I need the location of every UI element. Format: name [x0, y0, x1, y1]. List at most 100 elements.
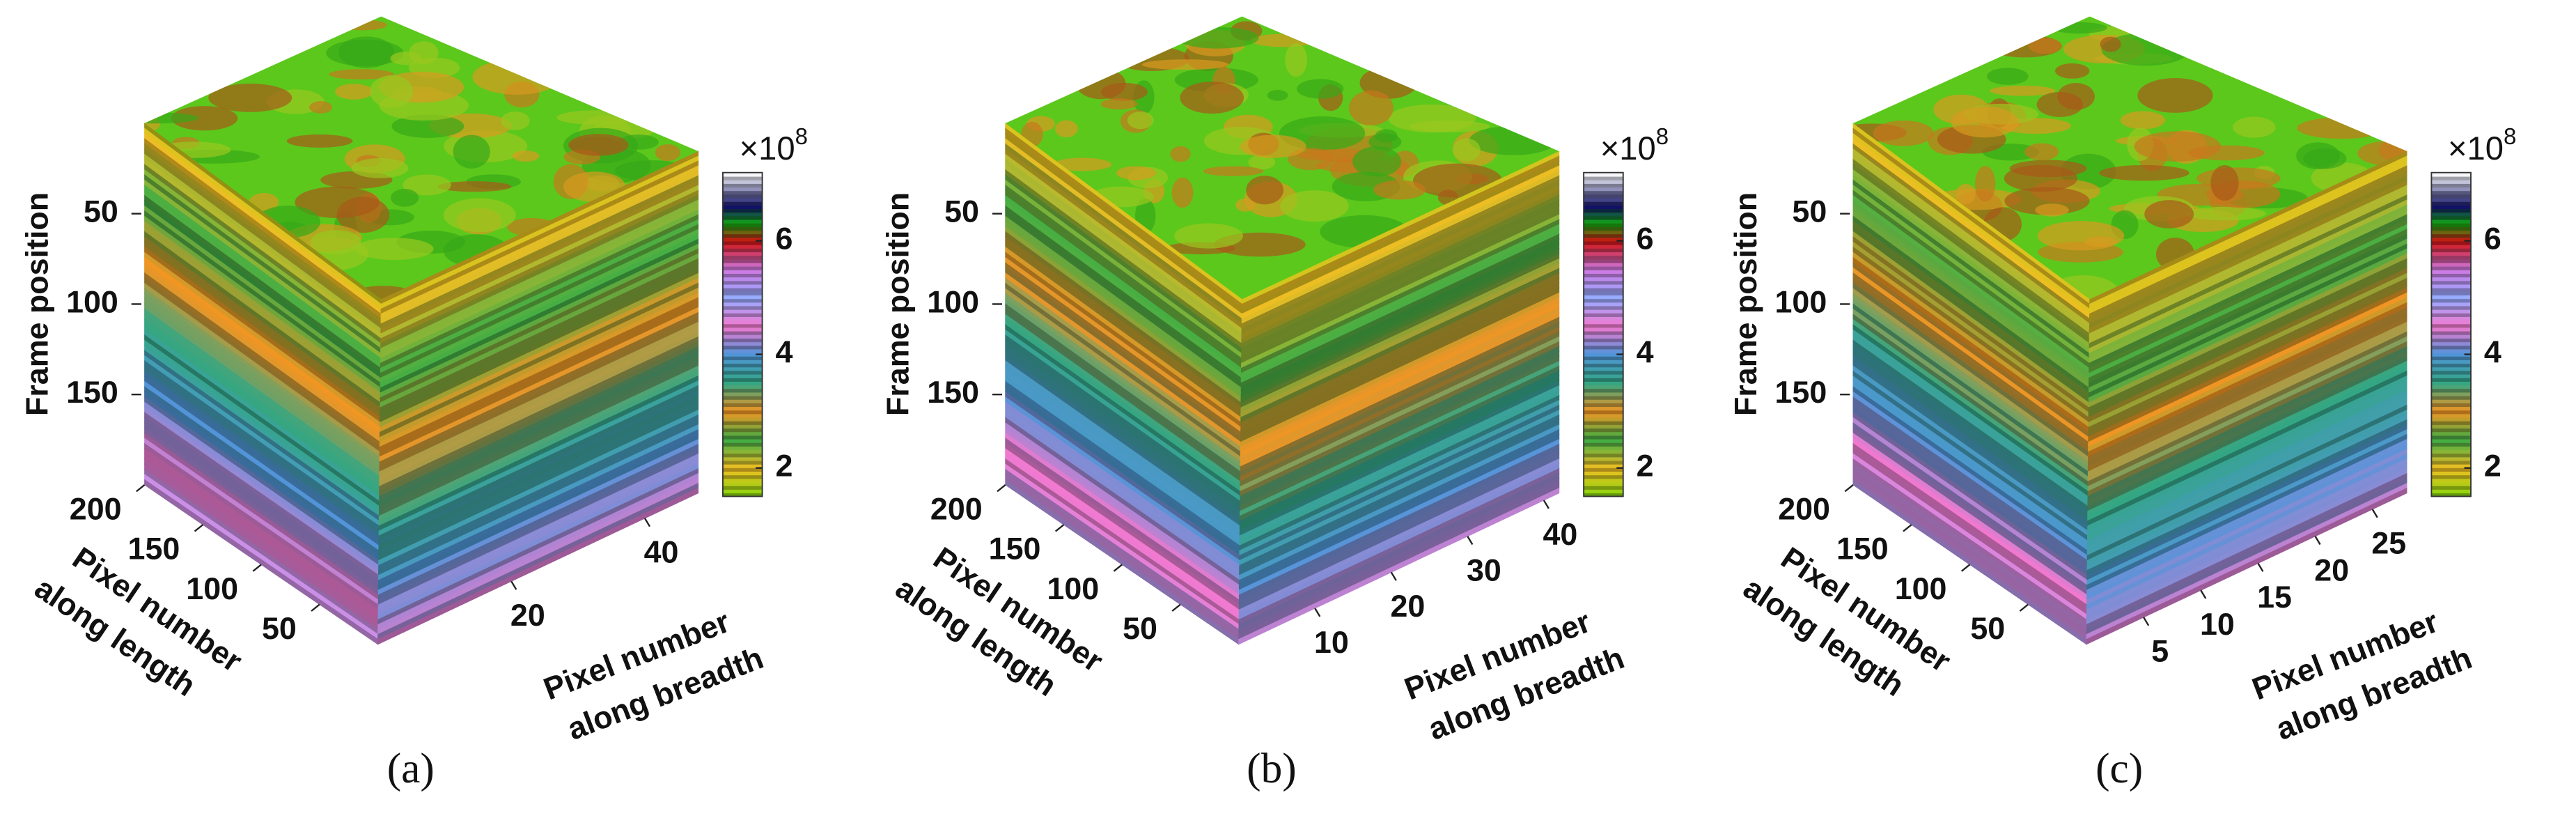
- y-tick: [2200, 589, 2207, 599]
- colorbar-band: [1584, 341, 1623, 346]
- colorbar-band: [722, 378, 763, 382]
- colorbar-band: [2431, 385, 2472, 389]
- colorbar-band: [1584, 298, 1623, 303]
- y-tick: [1543, 500, 1549, 509]
- top-blob: [171, 106, 238, 131]
- colorbar-exponent: ×108: [2448, 123, 2516, 167]
- colorbar-band: [722, 262, 763, 267]
- colorbar-band: [2431, 435, 2472, 440]
- colorbar-band: [1584, 431, 1623, 436]
- y-tick: [1390, 571, 1397, 581]
- colorbar-band: [2431, 481, 2472, 486]
- y-tick: [2143, 617, 2150, 626]
- colorbar-band: [722, 348, 763, 353]
- colorbar-tick-label: 6: [1637, 221, 1654, 256]
- top-blob: [2296, 142, 2341, 169]
- x-tick-label: 50: [1123, 611, 1157, 646]
- y-tick-label: 10: [1314, 625, 1349, 660]
- top-blob: [1203, 166, 1264, 176]
- colorbar-band: [722, 273, 763, 278]
- colorbar-band: [722, 421, 763, 425]
- colorbar-band: [722, 287, 763, 292]
- top-face: [1853, 16, 2407, 300]
- top-blob: [2297, 117, 2387, 139]
- y-tick: [2371, 509, 2378, 518]
- colorbar-band: [1584, 284, 1623, 288]
- top-blob: [2099, 164, 2189, 181]
- top-blob: [501, 111, 530, 130]
- colorbar-band: [2431, 313, 2472, 317]
- colorbar-band: [2431, 474, 2472, 479]
- colorbar-band: [722, 194, 763, 199]
- colorbar-band: [1584, 215, 1623, 220]
- colorbar-band: [2431, 215, 2472, 220]
- colorbar-band: [2431, 330, 2472, 335]
- colorbar-band: [2431, 388, 2472, 393]
- top-blob: [390, 52, 421, 65]
- colorbar-band: [722, 252, 763, 256]
- colorbar-band: [1584, 305, 1623, 310]
- colorbar-band: [722, 489, 763, 493]
- colorbar-band: [722, 410, 763, 415]
- top-blob: [2009, 160, 2087, 178]
- colorbar-band: [2431, 413, 2472, 418]
- top-blob: [1452, 138, 1481, 162]
- x-tick-label: 150: [989, 532, 1041, 566]
- colorbar-band: [2431, 463, 2472, 468]
- y-tick: [1467, 536, 1474, 546]
- top-blob: [351, 158, 409, 178]
- colorbar-band: [722, 360, 763, 364]
- colorbar-band: [2431, 201, 2472, 206]
- colorbar-band: [1584, 489, 1623, 493]
- x-tick: [194, 524, 204, 532]
- colorbar-band: [2431, 273, 2472, 278]
- top-blob: [2054, 63, 2090, 79]
- colorbar-band: [2431, 373, 2472, 378]
- colorbar-band: [1584, 373, 1623, 378]
- top-blob: [338, 36, 395, 68]
- colorbar-band: [2431, 219, 2472, 224]
- top-blob: [2144, 200, 2194, 229]
- colorbar-band: [1584, 406, 1623, 411]
- colorbar-band: [722, 208, 763, 213]
- top-blob: [354, 238, 434, 261]
- colorbar-band: [2431, 395, 2472, 400]
- colorbar-band: [722, 265, 763, 270]
- colorbar-band: [2431, 302, 2472, 307]
- colorbar-band: [722, 183, 763, 188]
- colorbar-band: [1584, 201, 1623, 206]
- top-blob: [1280, 190, 1349, 222]
- top-blob: [1352, 146, 1402, 177]
- colorbar-band: [2431, 456, 2472, 461]
- x-tick: [2019, 603, 2029, 612]
- colorbar-band: [722, 456, 763, 461]
- top-blob: [1075, 68, 1126, 100]
- colorbar-band: [722, 176, 763, 180]
- colorbar-band: [722, 180, 763, 184]
- colorbar-band: [1584, 378, 1623, 382]
- colorbar-band: [1584, 385, 1623, 389]
- colorbar-exponent: ×108: [740, 123, 808, 167]
- colorbar-band: [2431, 399, 2472, 403]
- colorbar-band: [1584, 240, 1623, 245]
- colorbar-band: [2431, 187, 2472, 192]
- colorbar-band: [722, 219, 763, 224]
- colorbar-band: [1584, 481, 1623, 486]
- y-tick-label: 30: [1467, 553, 1501, 587]
- colorbar-band: [1584, 338, 1623, 343]
- colorbar-band: [1584, 262, 1623, 267]
- z-tick-label: 100: [66, 284, 118, 319]
- y-tick-label: 40: [644, 535, 679, 570]
- top-blob: [1116, 166, 1156, 180]
- colorbar-band: [1584, 248, 1623, 253]
- colorbar-band: [722, 345, 763, 350]
- colorbar-band: [2431, 295, 2472, 300]
- colorbar-band: [2431, 197, 2472, 202]
- colorbar-band: [2431, 208, 2472, 213]
- colorbar-band: [1584, 442, 1623, 447]
- colorbar-band: [722, 237, 763, 242]
- colorbar-band: [2431, 265, 2472, 270]
- top-blob: [2185, 206, 2266, 221]
- colorbar-band: [1584, 291, 1623, 295]
